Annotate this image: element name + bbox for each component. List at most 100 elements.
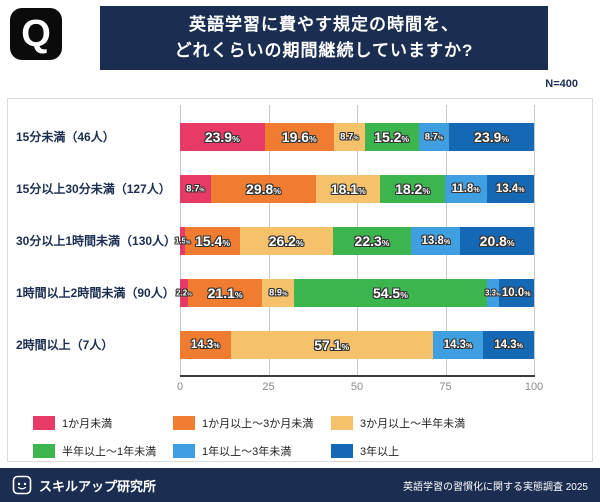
legend-label: 3年以上 bbox=[360, 446, 400, 458]
bar-segment: 57.1% bbox=[230, 331, 433, 359]
chart-row: 1時間以上2時間未満（90人） 2.2% 21.1% 8.9% 54.5% 3.3% 10.… bbox=[8, 267, 592, 319]
bar-segment: 10.0% bbox=[498, 279, 534, 307]
gridline bbox=[534, 105, 535, 375]
segment-value-label: 15.4% bbox=[195, 233, 231, 249]
segment-value-label: 57.1% bbox=[314, 337, 350, 353]
chart-row: 2時間以上（7人） 14.3% 57.1% 14.3% 14.3% bbox=[8, 319, 592, 371]
legend-swatch bbox=[331, 416, 353, 430]
segment-value-label: 10.0% bbox=[501, 287, 531, 299]
bar-segment: 14.3% bbox=[483, 331, 534, 359]
bar-segment: 13.4% bbox=[486, 175, 534, 203]
segment-value-label: 18.1% bbox=[330, 181, 366, 197]
segment-value-label: 20.8% bbox=[479, 233, 515, 249]
brand-icon bbox=[12, 475, 32, 495]
legend-swatch bbox=[331, 444, 353, 458]
bar-segment: 26.2% bbox=[239, 227, 333, 255]
segment-value-label: 8.7% bbox=[186, 183, 205, 195]
bar-segment: 22.3% bbox=[332, 227, 412, 255]
q-logo-letter: Q bbox=[21, 12, 51, 55]
bar-segment: 20.8% bbox=[460, 227, 534, 255]
q-logo: Q bbox=[10, 8, 62, 60]
legend-item: 3か月以上〜半年未満 bbox=[331, 415, 592, 431]
stacked-bar: 2.2% 21.1% 8.9% 54.5% 3.3% 10.0% bbox=[176, 279, 534, 307]
segment-value-label: 21.1% bbox=[207, 285, 243, 301]
legend-label: 1か月以上〜3か月未満 bbox=[202, 418, 314, 430]
row-label: 15分以上30分未満（127人） bbox=[16, 181, 171, 196]
segment-value-label: 54.5% bbox=[372, 285, 408, 301]
legend-label: 1年以上〜3年未満 bbox=[202, 446, 292, 458]
segment-value-label: 13.4% bbox=[495, 183, 525, 195]
segment-value-label: 19.6% bbox=[281, 129, 317, 145]
row-label: 2時間以上（7人） bbox=[16, 337, 114, 352]
stacked-bar: 23.9% 19.6% 8.7% 15.2% 8.7% 23.9% bbox=[180, 123, 534, 151]
title-line-1: 英語学習に費やす規定の時間を、 bbox=[189, 14, 459, 34]
segment-value-label: 22.3% bbox=[354, 233, 390, 249]
segment-value-label: 11.8% bbox=[451, 183, 480, 195]
legend-swatch bbox=[173, 444, 195, 458]
stacked-bar-chart: 15分未満（46人） 23.9% 19.6% 8.7% 15.2% 8.7% 23.9% 15… bbox=[8, 105, 592, 399]
x-tick-label: 75 bbox=[439, 381, 452, 393]
segment-value-label: 14.3% bbox=[494, 339, 524, 351]
bar-segment: 3.3% bbox=[485, 279, 500, 307]
bar-segment: 8.7% bbox=[180, 175, 211, 203]
bar-segment: 19.6% bbox=[264, 123, 334, 151]
x-axis-ticks: 0 25 50 75 100 bbox=[176, 381, 543, 395]
bar-segment: 15.2% bbox=[364, 123, 419, 151]
legend-item: 1か月以上〜3か月未満 bbox=[173, 415, 331, 431]
chart-panel: 15分未満（46人） 23.9% 19.6% 8.7% 15.2% 8.7% 23.9% 15… bbox=[7, 98, 593, 462]
segment-value-label: 2.2% bbox=[176, 288, 192, 298]
legend-item: 1年以上〜3年未満 bbox=[173, 443, 331, 459]
bar-segment: 14.3% bbox=[180, 331, 231, 359]
segment-value-label: 29.8% bbox=[246, 181, 282, 197]
brand-name: スキルアップ研究所 bbox=[39, 478, 157, 494]
bar-segment: 29.8% bbox=[210, 175, 317, 203]
bar-segment: 11.8% bbox=[444, 175, 487, 203]
stacked-bar: 8.7% 29.8% 18.1% 18.2% 11.8% 13.4% bbox=[180, 175, 534, 203]
segment-value-label: 26.2% bbox=[268, 233, 304, 249]
chart-row: 15分未満（46人） 23.9% 19.6% 8.7% 15.2% 8.7% 23.9% bbox=[8, 111, 592, 163]
bar-segment: 18.2% bbox=[380, 175, 445, 203]
x-axis-line bbox=[180, 375, 535, 377]
chart-row: 15分以上30分未満（127人） 8.7% 29.8% 18.1% 18.2% 11.8%… bbox=[8, 163, 592, 215]
stacked-bar: 1.5% 15.4% 26.2% 22.3% 13.8% 20.8% bbox=[175, 227, 534, 255]
title-box: 英語学習に費やす規定の時間を、 どれくらいの期間継続していますか? bbox=[100, 6, 548, 70]
legend-label: 1か月未満 bbox=[62, 418, 113, 430]
legend-label: 半年以上〜1年未満 bbox=[62, 446, 157, 458]
legend-swatch bbox=[33, 444, 55, 458]
chart-row: 30分以上1時間未満（130人） 1.5% 15.4% 26.2% 22.3% 13.8%… bbox=[8, 215, 592, 267]
segment-value-label: 15.2% bbox=[374, 129, 410, 145]
segment-value-label: 14.3% bbox=[443, 339, 473, 351]
stacked-bar: 14.3% 57.1% 14.3% 14.3% bbox=[180, 331, 534, 359]
bar-segment: 18.1% bbox=[316, 175, 381, 203]
bar-segment: 13.8% bbox=[411, 227, 461, 255]
bar-segment: 21.1% bbox=[187, 279, 263, 307]
segment-value-label: 1.5% bbox=[174, 236, 191, 246]
legend-label: 3か月以上〜半年未満 bbox=[360, 418, 466, 430]
survey-note: 英語学習の習慣化に関する実態調査 2025 bbox=[402, 481, 588, 493]
segment-value-label: 23.9% bbox=[204, 129, 240, 145]
legend-item: 3年以上 bbox=[331, 443, 592, 459]
x-tick-label: 0 bbox=[176, 381, 184, 393]
bar-segment: 23.9% bbox=[180, 123, 265, 151]
legend-item: 1か月未満 bbox=[33, 415, 173, 431]
row-label: 1時間以上2時間未満（90人） bbox=[16, 285, 175, 300]
bar-segment: 8.7% bbox=[418, 123, 450, 151]
chart-rows: 15分未満（46人） 23.9% 19.6% 8.7% 15.2% 8.7% 23.9% 15… bbox=[8, 111, 592, 371]
bar-segment: 23.9% bbox=[449, 123, 534, 151]
segment-value-label: 8.7% bbox=[340, 131, 359, 143]
bar-segment: 54.5% bbox=[293, 279, 487, 307]
bar-segment: 15.4% bbox=[185, 227, 240, 255]
legend-swatch bbox=[173, 416, 195, 430]
bar-segment: 1.5% bbox=[175, 227, 190, 255]
legend-swatch bbox=[33, 416, 55, 430]
row-label: 15分未満（46人） bbox=[16, 129, 115, 144]
bar-segment: 8.7% bbox=[333, 123, 365, 151]
segment-value-label: 23.9% bbox=[474, 129, 510, 145]
x-tick-label: 100 bbox=[524, 381, 544, 393]
title-line-2: どれくらいの期間継続していますか? bbox=[174, 41, 474, 60]
bar-segment: 2.2% bbox=[176, 279, 192, 307]
segment-value-label: 18.2% bbox=[395, 181, 431, 197]
segment-value-label: 13.8% bbox=[421, 235, 451, 247]
segment-value-label: 14.3% bbox=[190, 339, 220, 351]
